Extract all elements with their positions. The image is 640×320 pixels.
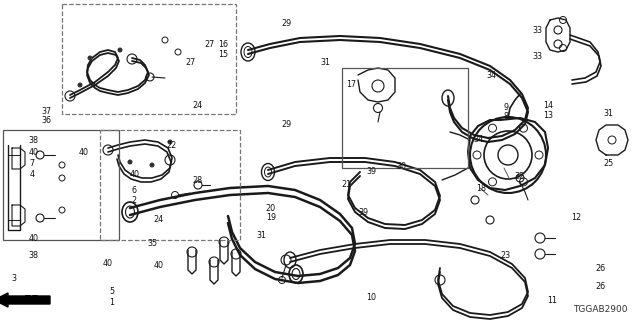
- Text: 33: 33: [532, 26, 543, 35]
- Text: 2: 2: [132, 196, 137, 205]
- Text: 27: 27: [205, 40, 215, 49]
- Text: 37: 37: [41, 107, 51, 116]
- Text: 20: 20: [266, 204, 276, 212]
- Text: 38: 38: [28, 136, 38, 145]
- Text: 25: 25: [603, 159, 613, 168]
- Text: 34: 34: [486, 71, 497, 80]
- Text: 40: 40: [28, 234, 38, 243]
- Text: 24: 24: [154, 215, 164, 224]
- Bar: [3, 130, 119, 240]
- Text: 26: 26: [595, 264, 605, 273]
- Text: 5: 5: [109, 287, 115, 296]
- Text: 15: 15: [218, 50, 228, 59]
- Text: 38: 38: [28, 252, 38, 260]
- Text: 27: 27: [186, 58, 196, 67]
- Text: 34: 34: [474, 135, 484, 144]
- Text: 36: 36: [41, 116, 51, 125]
- Text: 33: 33: [532, 52, 543, 60]
- Text: 21: 21: [342, 180, 352, 188]
- Text: 31: 31: [603, 109, 613, 118]
- Circle shape: [118, 47, 122, 52]
- Text: 23: 23: [500, 252, 511, 260]
- Text: 35: 35: [147, 239, 157, 248]
- Bar: [100, 130, 240, 240]
- Bar: [62, 4, 236, 114]
- Text: 14: 14: [543, 101, 553, 110]
- Text: 11: 11: [547, 296, 557, 305]
- Text: 39: 39: [366, 167, 376, 176]
- Text: 10: 10: [366, 293, 376, 302]
- Text: 22: 22: [166, 141, 177, 150]
- Text: 28: 28: [192, 176, 202, 185]
- Circle shape: [77, 83, 83, 87]
- Text: 29: 29: [282, 120, 292, 129]
- Text: FR.: FR.: [24, 295, 44, 305]
- Text: 3: 3: [12, 274, 17, 283]
- Text: 6: 6: [132, 186, 137, 195]
- Text: TGGAB2900: TGGAB2900: [573, 305, 628, 314]
- Text: 8: 8: [503, 112, 508, 121]
- Text: 7: 7: [29, 159, 35, 168]
- Text: 1: 1: [109, 298, 115, 307]
- Text: 12: 12: [571, 213, 581, 222]
- Text: 32: 32: [515, 172, 525, 180]
- Text: 40: 40: [78, 148, 88, 157]
- Text: 9: 9: [503, 103, 508, 112]
- Text: 16: 16: [218, 40, 228, 49]
- Text: 40: 40: [129, 170, 140, 179]
- Text: 31: 31: [320, 58, 330, 67]
- Text: 18: 18: [476, 184, 486, 193]
- Circle shape: [127, 159, 132, 164]
- Text: 4: 4: [29, 170, 35, 179]
- Text: 17: 17: [346, 80, 356, 89]
- Text: 40: 40: [102, 260, 113, 268]
- Text: 39: 39: [358, 208, 369, 217]
- Text: 30: 30: [397, 162, 407, 171]
- Text: 26: 26: [595, 282, 605, 291]
- Text: 40: 40: [28, 148, 38, 157]
- Circle shape: [150, 163, 154, 167]
- Text: 24: 24: [192, 101, 202, 110]
- Text: 31: 31: [256, 231, 266, 240]
- Text: 19: 19: [266, 213, 276, 222]
- Text: 40: 40: [154, 261, 164, 270]
- Bar: [342, 68, 468, 168]
- Text: 13: 13: [543, 111, 553, 120]
- Text: 29: 29: [282, 19, 292, 28]
- Circle shape: [168, 140, 173, 145]
- FancyArrow shape: [0, 293, 50, 307]
- Circle shape: [88, 55, 93, 60]
